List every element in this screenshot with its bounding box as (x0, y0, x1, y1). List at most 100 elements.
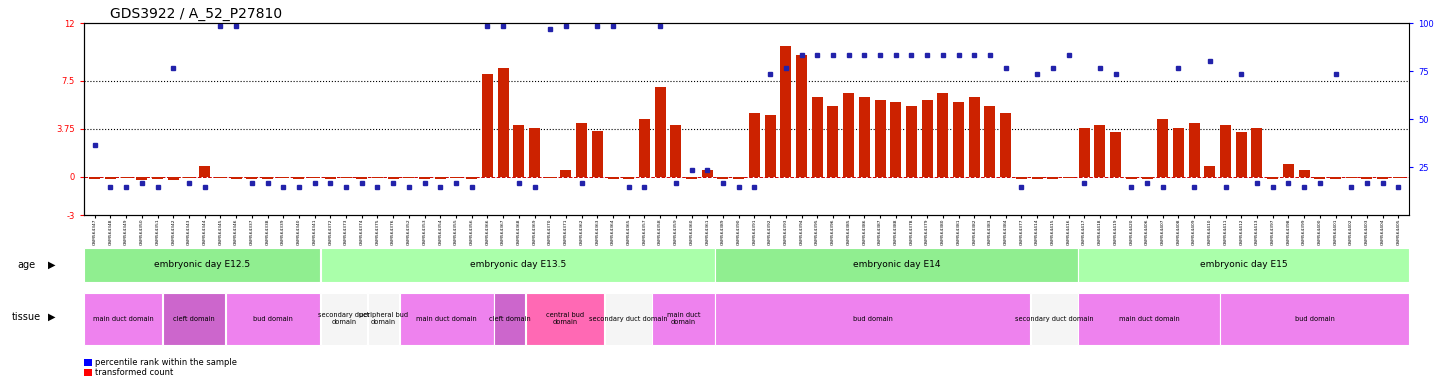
Bar (136, 177, 147, 180)
Text: secondary duct
domain: secondary duct domain (319, 312, 370, 325)
Bar (765, 115, 775, 177)
Bar (1188, 123, 1200, 177)
Bar (84, 293, 162, 344)
Text: bud domain: bud domain (253, 316, 293, 322)
Bar (1095, 126, 1106, 177)
Text: transformed count: transformed count (95, 368, 173, 377)
Bar (403, 177, 414, 178)
Bar (400, 293, 494, 344)
Bar (105, 177, 116, 179)
Bar (1314, 177, 1326, 179)
Bar (734, 177, 744, 179)
Bar (482, 74, 492, 177)
Bar (526, 293, 604, 344)
Bar (419, 177, 430, 179)
Bar (812, 97, 823, 177)
Bar (513, 126, 524, 177)
Bar (168, 177, 179, 180)
Bar (1268, 177, 1278, 179)
Bar (261, 177, 273, 179)
Bar (1110, 132, 1121, 177)
Bar (451, 177, 462, 178)
Text: secondary duct domain: secondary duct domain (589, 316, 667, 322)
Bar (1236, 132, 1246, 177)
Text: GDS3922 / A_52_P27810: GDS3922 / A_52_P27810 (110, 7, 283, 21)
Bar (293, 177, 305, 179)
Bar (1001, 113, 1011, 177)
Bar (560, 170, 572, 177)
Bar (953, 103, 965, 177)
Bar (1031, 177, 1043, 179)
Bar (608, 177, 618, 179)
Bar (1393, 177, 1404, 178)
Bar (1220, 126, 1232, 177)
Bar (653, 293, 715, 344)
Bar (827, 106, 839, 177)
Bar (227, 293, 321, 344)
Text: main duct domain: main duct domain (1119, 316, 1180, 322)
Bar (843, 93, 855, 177)
Bar (1298, 170, 1310, 177)
Text: embryonic day E14: embryonic day E14 (853, 260, 940, 270)
Bar (749, 113, 760, 177)
Bar (1142, 177, 1152, 179)
Bar (859, 97, 869, 177)
Bar (654, 87, 666, 177)
Bar (1079, 128, 1090, 177)
Text: ▶: ▶ (48, 260, 55, 270)
Bar (921, 100, 933, 177)
Bar (1047, 177, 1058, 179)
Bar (325, 177, 336, 179)
Bar (494, 293, 526, 344)
Text: bud domain: bud domain (1295, 316, 1334, 322)
Bar (1282, 164, 1294, 177)
Bar (1173, 128, 1184, 177)
Bar (231, 177, 241, 179)
Bar (891, 103, 901, 177)
Bar (183, 177, 195, 178)
Text: cleft domain: cleft domain (173, 316, 215, 322)
Text: cleft domain: cleft domain (490, 316, 531, 322)
Text: embryonic day E15: embryonic day E15 (1200, 260, 1288, 270)
Bar (638, 119, 650, 177)
Bar (937, 93, 949, 177)
Bar (277, 177, 289, 178)
Bar (373, 177, 383, 178)
Bar (498, 68, 508, 177)
Text: ▶: ▶ (48, 312, 55, 322)
Bar (84, 248, 321, 281)
Bar (215, 177, 225, 178)
Bar (780, 46, 791, 177)
Bar (309, 177, 321, 178)
Bar (1017, 177, 1027, 179)
Text: peripheral bud
domain: peripheral bud domain (360, 312, 409, 325)
Bar (1220, 293, 1409, 344)
Bar (1252, 128, 1262, 177)
Text: tissue: tissue (12, 312, 40, 322)
Bar (1079, 293, 1220, 344)
Bar (1330, 177, 1341, 179)
Text: percentile rank within the sample: percentile rank within the sample (95, 358, 237, 367)
Bar (605, 293, 651, 344)
Bar (368, 293, 399, 344)
Bar (247, 177, 257, 179)
Bar (121, 177, 131, 178)
Text: main duct domain: main duct domain (416, 316, 477, 322)
Bar (466, 177, 477, 179)
Bar (670, 126, 682, 177)
Text: main duct
domain: main duct domain (667, 312, 700, 325)
Text: age: age (17, 260, 36, 270)
Bar (969, 97, 980, 177)
Bar (796, 55, 807, 177)
Text: main duct domain: main duct domain (92, 316, 153, 322)
Bar (1031, 293, 1077, 344)
Bar (1126, 177, 1136, 179)
Bar (715, 248, 1077, 281)
Bar (1079, 248, 1409, 281)
Bar (544, 177, 556, 178)
Bar (715, 293, 1030, 344)
Bar (529, 128, 540, 177)
Bar (875, 100, 885, 177)
Bar (985, 106, 995, 177)
Bar (90, 177, 100, 179)
